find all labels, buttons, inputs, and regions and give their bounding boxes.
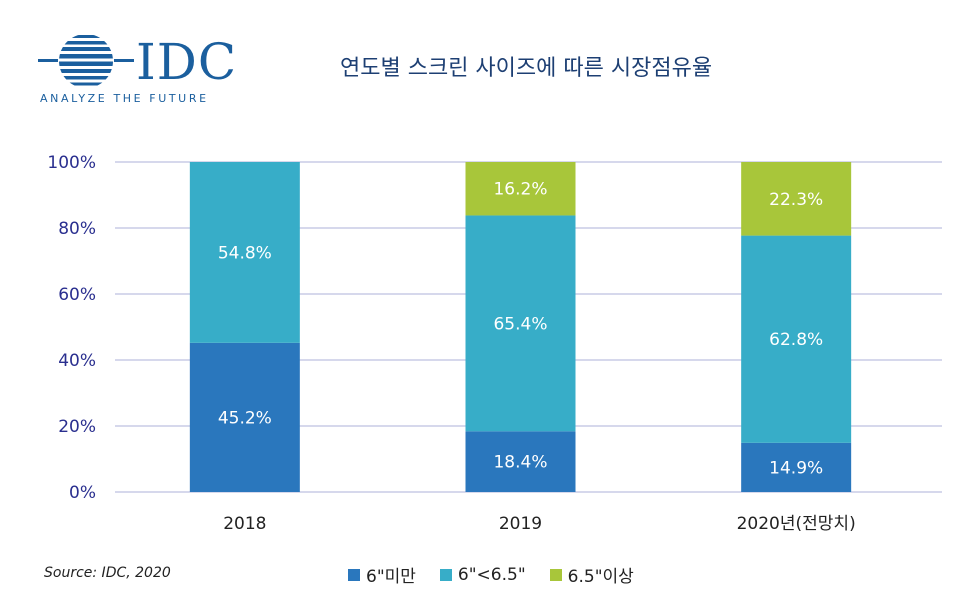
y-tick-label: 20% [58, 417, 96, 437]
bar-segment [465, 431, 576, 492]
legend: 6"미만 6"<6.5" 6.5"이상 [348, 562, 634, 587]
data-label: 22.3% [769, 190, 823, 210]
legend-item: 6"<6.5" [439, 562, 526, 587]
source-note: Source: IDC, 2020 [44, 565, 171, 581]
legend-item: 6"미만 [348, 562, 416, 587]
data-label: 65.4% [493, 314, 547, 334]
data-label: 18.4% [493, 453, 547, 473]
x-axis: 2018 2019 2020년(전망치) [223, 514, 856, 534]
data-label: 14.9% [769, 458, 823, 478]
legend-swatch [348, 568, 360, 581]
x-tick-label: 2020년(전망치) [737, 514, 856, 534]
bar-segment [741, 442, 852, 492]
data-label: 54.8% [218, 243, 272, 263]
legend-label: 6"미만 [366, 567, 416, 587]
data-label: 45.2% [218, 408, 272, 428]
data-label: 62.8% [769, 330, 823, 350]
bar-segment [741, 235, 852, 443]
legend-label: 6.5"이상 [567, 567, 634, 587]
bar-segment [741, 162, 852, 236]
legend-item: 6.5"이상 [549, 562, 634, 587]
y-tick-label: 100% [47, 153, 96, 173]
y-tick-label: 0% [69, 483, 96, 503]
bar-segment [465, 162, 576, 216]
stacked-bar-chart: 0% 20% 40% 60% 80% 100% 45.2% 54.8% 18.4% 65.4% 1… [47, 153, 942, 534]
legend-swatch [549, 568, 562, 581]
bar-segment [465, 215, 576, 432]
chart-title: 연도별 스크린 사이즈에 따른 시장점유율 [340, 56, 713, 81]
x-tick-label: 2019 [499, 514, 542, 534]
y-tick-label: 40% [58, 351, 96, 371]
idc-logo: IDC ANALYZE THE FUTURE [38, 32, 248, 110]
legend-label: 6"<6.5" [457, 564, 526, 585]
y-tick-label: 60% [58, 285, 96, 305]
x-tick-label: 2018 [223, 514, 266, 534]
logo-tagline: ANALYZE THE FUTURE [40, 92, 209, 105]
legend-swatch [439, 568, 452, 581]
globe-logo-icon [38, 35, 134, 86]
bar-segment [189, 342, 300, 492]
logo-wordmark: IDC [136, 33, 238, 91]
bar-segment [189, 162, 300, 343]
data-label: 16.2% [493, 180, 547, 200]
bars: 45.2% 54.8% 18.4% 65.4% 16.2% 14.9% 62.8% 22.3% [189, 162, 852, 492]
y-tick-label: 80% [58, 219, 96, 239]
y-axis: 0% 20% 40% 60% 80% 100% [47, 153, 96, 503]
